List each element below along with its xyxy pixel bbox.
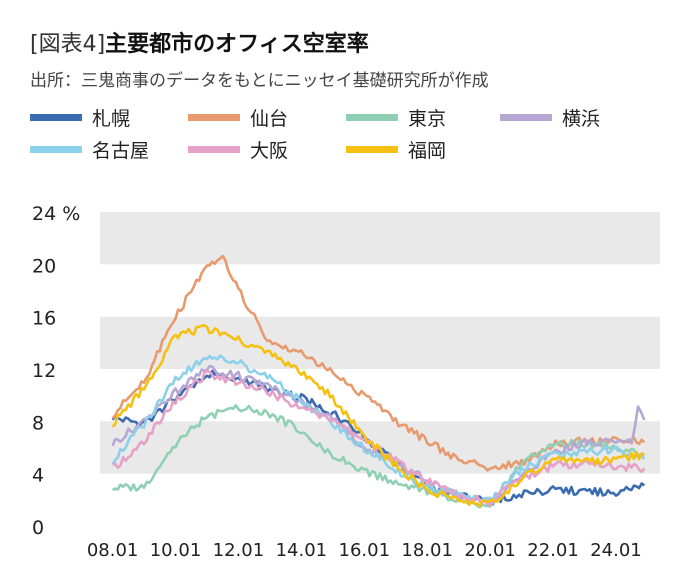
legend-swatch: [30, 113, 82, 121]
y-tick-label: 12: [32, 360, 56, 382]
x-tick-label: 20.01: [464, 540, 516, 561]
y-tick-label: 0: [32, 517, 44, 539]
y-tick-label: 4: [32, 465, 44, 487]
y-tick-label: 20: [32, 255, 56, 277]
y-tick-label: 16: [32, 308, 56, 330]
chart-legend: 札幌 仙台 東京 横浜名古屋 大阪 福岡: [30, 104, 670, 168]
legend-label: 仙台: [250, 107, 289, 130]
x-tick-label: 14.01: [276, 540, 328, 561]
legend-swatch: [346, 113, 398, 121]
legend-item: 名古屋: [30, 136, 149, 162]
x-tick-label: 10.01: [150, 540, 202, 561]
chart-title: [図表4]主要都市のオフィス空室率: [30, 30, 369, 60]
grid-band: [100, 316, 660, 369]
x-tick-label: 12.01: [213, 540, 265, 561]
legend-label: 名古屋: [92, 139, 150, 162]
legend-item: 福岡: [346, 136, 446, 162]
legend-item: 札幌: [30, 104, 130, 130]
legend-label: 東京: [408, 107, 447, 130]
x-tick-label: 18.01: [401, 540, 453, 561]
grid-band: [100, 212, 660, 265]
legend-swatch: [188, 113, 240, 121]
series-line-5: [111, 354, 646, 502]
legend-label: 大阪: [250, 139, 289, 162]
legend-swatch: [500, 113, 552, 121]
chart-main-title: 主要都市のオフィス空室率: [105, 32, 369, 57]
legend-label: 福岡: [408, 139, 447, 162]
series-line-2: [111, 254, 646, 472]
x-tick-label: 08.01: [87, 540, 139, 561]
chart-source: 出所：三鬼商事のデータをもとにニッセイ基礎研究所が作成: [30, 71, 489, 91]
legend-item: 大阪: [188, 136, 288, 162]
legend-swatch: [30, 145, 82, 153]
y-tick-label: 24 %: [32, 203, 80, 225]
legend-item: 東京: [346, 104, 446, 130]
y-tick-label: 8: [32, 412, 44, 434]
x-tick-label: 16.01: [339, 540, 391, 561]
x-tick-label: 24.01: [590, 540, 642, 561]
legend-swatch: [188, 145, 240, 153]
legend-label: 札幌: [92, 107, 131, 130]
legend-item: 仙台: [188, 104, 288, 130]
series-line-7: [111, 323, 645, 508]
legend-item: 横浜: [500, 104, 600, 130]
x-tick-label: 22.01: [527, 540, 579, 561]
chart-figure-number: [図表4]: [30, 32, 106, 57]
series-line-3: [112, 404, 645, 509]
legend-label: 横浜: [562, 107, 601, 130]
legend-swatch: [346, 145, 398, 153]
